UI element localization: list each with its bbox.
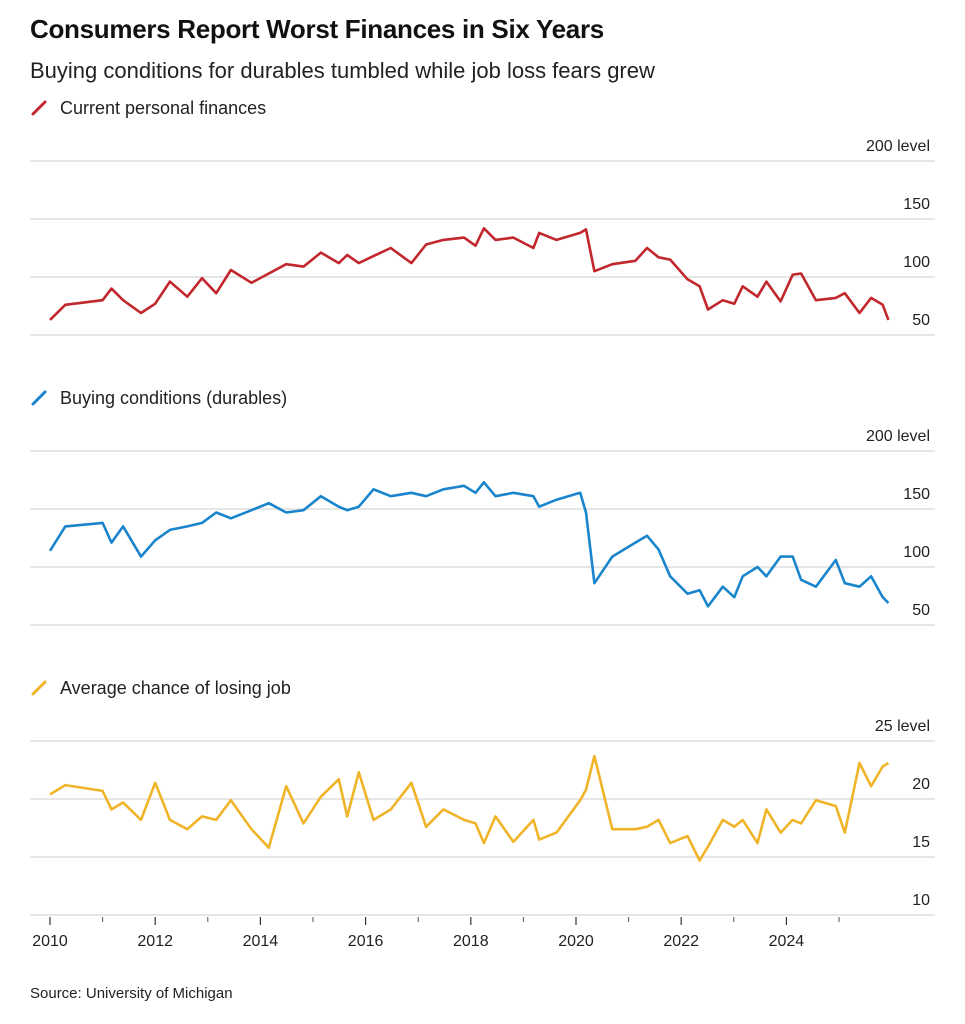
legend-label: Average chance of losing job	[60, 678, 291, 698]
y-tick-label: 100	[903, 544, 930, 561]
y-tick-label: 50	[912, 312, 930, 329]
legend-swatch	[31, 680, 47, 696]
chart-title: Consumers Report Worst Finances in Six Y…	[30, 14, 604, 44]
series-line	[49, 754, 890, 862]
y-tick-label: 50	[912, 602, 930, 619]
legend-swatch	[31, 390, 47, 406]
y-tick-label: 10	[912, 892, 930, 909]
series-line	[49, 227, 890, 321]
y-tick-label: 25 level	[875, 718, 930, 735]
x-tick-label: 2024	[769, 933, 805, 950]
x-tick-label: 2016	[348, 933, 384, 950]
series-line	[48, 481, 890, 608]
legend-swatch	[31, 100, 47, 116]
y-tick-label: 200 level	[866, 138, 930, 155]
source-note: Source: University of Michigan	[30, 985, 233, 1002]
y-tick-label: 15	[912, 834, 930, 851]
legend-label: Buying conditions (durables)	[60, 388, 287, 408]
y-tick-label: 150	[903, 196, 930, 213]
legend-label: Current personal finances	[60, 98, 266, 118]
x-tick-label: 2014	[243, 933, 279, 950]
x-tick-label: 2018	[453, 933, 489, 950]
x-tick-label: 2010	[32, 933, 68, 950]
y-tick-label: 150	[903, 486, 930, 503]
chart-subtitle: Buying conditions for durables tumbled w…	[30, 58, 655, 83]
y-tick-label: 100	[903, 254, 930, 271]
x-tick-label: 2020	[558, 933, 594, 950]
y-tick-label: 200 level	[866, 428, 930, 445]
x-tick-label: 2012	[137, 933, 173, 950]
x-tick-label: 2022	[663, 933, 699, 950]
y-tick-label: 20	[912, 776, 930, 793]
